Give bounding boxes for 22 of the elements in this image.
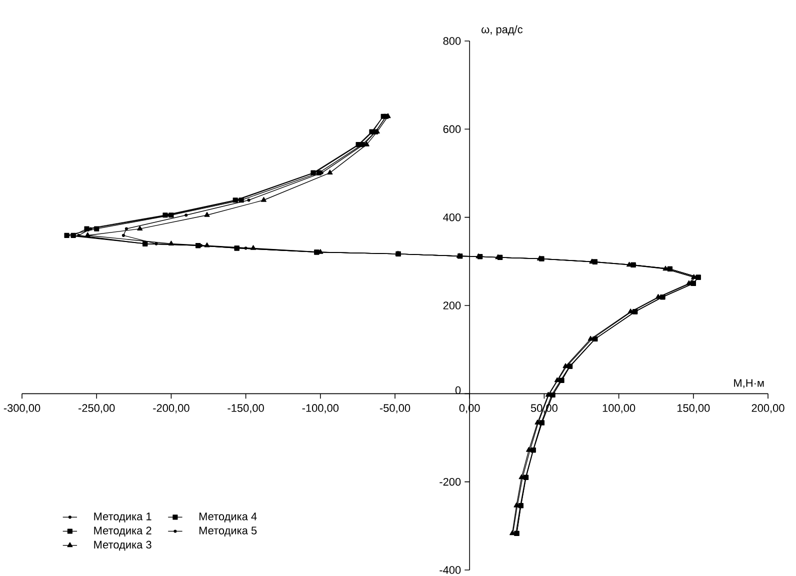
y-tick-label: 400 <box>443 213 461 222</box>
x-tick-label: -250,00 <box>78 404 115 414</box>
x-tick-label: -300,00 <box>4 404 40 414</box>
y-tick-label: 200 <box>443 302 461 310</box>
x-tick-label: 100,00 <box>602 404 636 414</box>
x-tick-label: -100,00 <box>302 404 339 414</box>
legend-label: Методика 2 <box>94 526 152 537</box>
y-tick-label: -400 <box>440 566 461 574</box>
y-tick-label: -200 <box>440 478 461 486</box>
x-tick-label: 150,00 <box>677 404 710 414</box>
legend-label: Методика 5 <box>199 526 257 536</box>
legend-label: Методика 3 <box>94 540 152 551</box>
legend-label: Методика 4 <box>199 512 257 522</box>
x-tick-label: -200,00 <box>153 404 190 414</box>
x-axis-title: M,Н·м <box>734 379 764 388</box>
x-tick-label: -50,00 <box>380 404 410 414</box>
y-tick-label: 800 <box>443 37 461 45</box>
y-tick-label: 600 <box>443 125 461 134</box>
y-axis-title: ω, рад/с <box>482 25 523 36</box>
legend-label: Методика 1 <box>94 512 152 522</box>
x-tick-label: -150,00 <box>228 404 264 414</box>
x-tick-label: 200,00 <box>752 404 784 414</box>
